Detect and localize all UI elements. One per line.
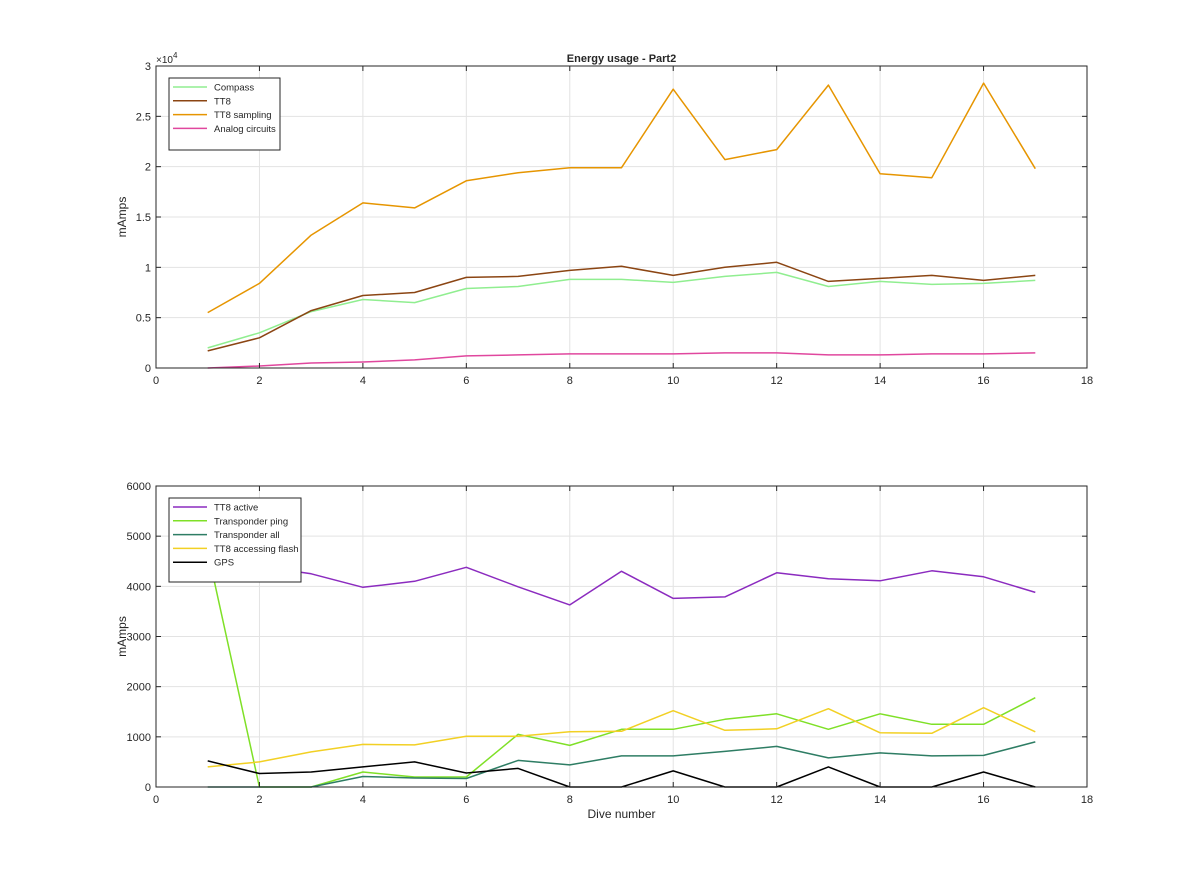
chart-2: 0 2 4 6 8 10 12 14 16 18 0 1000 2000 3000 4000 5000 6000… xyxy=(115,481,1093,821)
x-tick-label: 2 xyxy=(256,375,262,387)
legend-label: Analog circuits xyxy=(214,124,276,135)
legend-label: Transponder ping xyxy=(214,516,288,527)
series-line-tt8 xyxy=(207,261,1036,352)
y-tick-label: 1000 xyxy=(127,732,151,744)
x-tick-label: 8 xyxy=(567,375,573,387)
y-axis-label: mAmps xyxy=(115,616,129,657)
y-tick-label: 2.5 xyxy=(136,111,151,123)
x-tick-label: 12 xyxy=(771,375,783,387)
series-line-compass xyxy=(207,271,1036,349)
y-tick-label: 6000 xyxy=(127,481,151,493)
x-tick-label: 18 xyxy=(1081,794,1093,806)
x-tick-label: 14 xyxy=(874,375,886,387)
legend-label: GPS xyxy=(214,558,234,569)
x-tick-label: 2 xyxy=(256,794,262,806)
y-tick-label: 1 xyxy=(145,262,151,274)
series-line-transponder-ping xyxy=(206,551,1036,788)
y-tick-label: 3 xyxy=(145,61,151,73)
y-tick-label: 0 xyxy=(145,782,151,794)
y-tick-label: 1.5 xyxy=(136,212,151,224)
chart-title: Energy usage - Part2 xyxy=(567,53,676,65)
y-tick-label: 4000 xyxy=(127,581,151,593)
y-tick-label: 0.5 xyxy=(136,313,151,325)
legend-label: TT8 accessing flash xyxy=(214,544,298,555)
x-tick-label: 6 xyxy=(463,794,469,806)
x-tick-label: 16 xyxy=(977,794,989,806)
x-tick-label: 12 xyxy=(771,794,783,806)
x-tick-label: 6 xyxy=(463,375,469,387)
x-tick-label: 16 xyxy=(977,375,989,387)
legend-label: TT8 xyxy=(214,96,231,107)
legend-label: TT8 sampling xyxy=(214,110,272,121)
series-line-analog-circuits xyxy=(207,352,1036,369)
x-tick-label: 8 xyxy=(567,794,573,806)
y-tick-label: 5000 xyxy=(127,531,151,543)
x-tick-label: 4 xyxy=(360,794,366,806)
legend: Compass TT8 TT8 sampling Analog circuits xyxy=(168,77,281,151)
y-exponent-power: 4 xyxy=(173,51,178,60)
y-exponent-label: ×104 xyxy=(156,51,178,66)
x-tick-label: 0 xyxy=(153,375,159,387)
x-tick-label: 0 xyxy=(153,794,159,806)
series-line-tt8-active xyxy=(207,550,1036,606)
x-tick-label: 14 xyxy=(874,794,886,806)
x-tick-label: 4 xyxy=(360,375,366,387)
x-tick-label: 18 xyxy=(1081,375,1093,387)
y-tick-label: 2 xyxy=(145,162,151,174)
x-axis-label: Dive number xyxy=(587,807,655,821)
legend-label: Compass xyxy=(214,83,254,94)
chart-1: 0 2 4 6 8 10 12 14 16 18 0 0.5 1 1.5 2 2.5 3 ×104 Energy u… xyxy=(115,51,1093,387)
series-line-transponder-all xyxy=(207,741,1036,788)
x-tick-label: 10 xyxy=(667,375,679,387)
legend-label: Transponder all xyxy=(214,530,280,541)
y-axis-label: mAmps xyxy=(115,197,129,238)
y-tick-label: 2000 xyxy=(127,682,151,694)
y-tick-label: 3000 xyxy=(127,632,151,644)
legend: TT8 active Transponder ping Transponder al… xyxy=(168,497,302,583)
series-line-tt8-sampling xyxy=(207,82,1036,314)
legend-box xyxy=(168,497,302,583)
y-tick-label: 0 xyxy=(145,363,151,375)
x-tick-label: 10 xyxy=(667,794,679,806)
legend-label: TT8 active xyxy=(214,503,258,514)
series-line-tt8-accessing-flash xyxy=(207,706,1036,768)
